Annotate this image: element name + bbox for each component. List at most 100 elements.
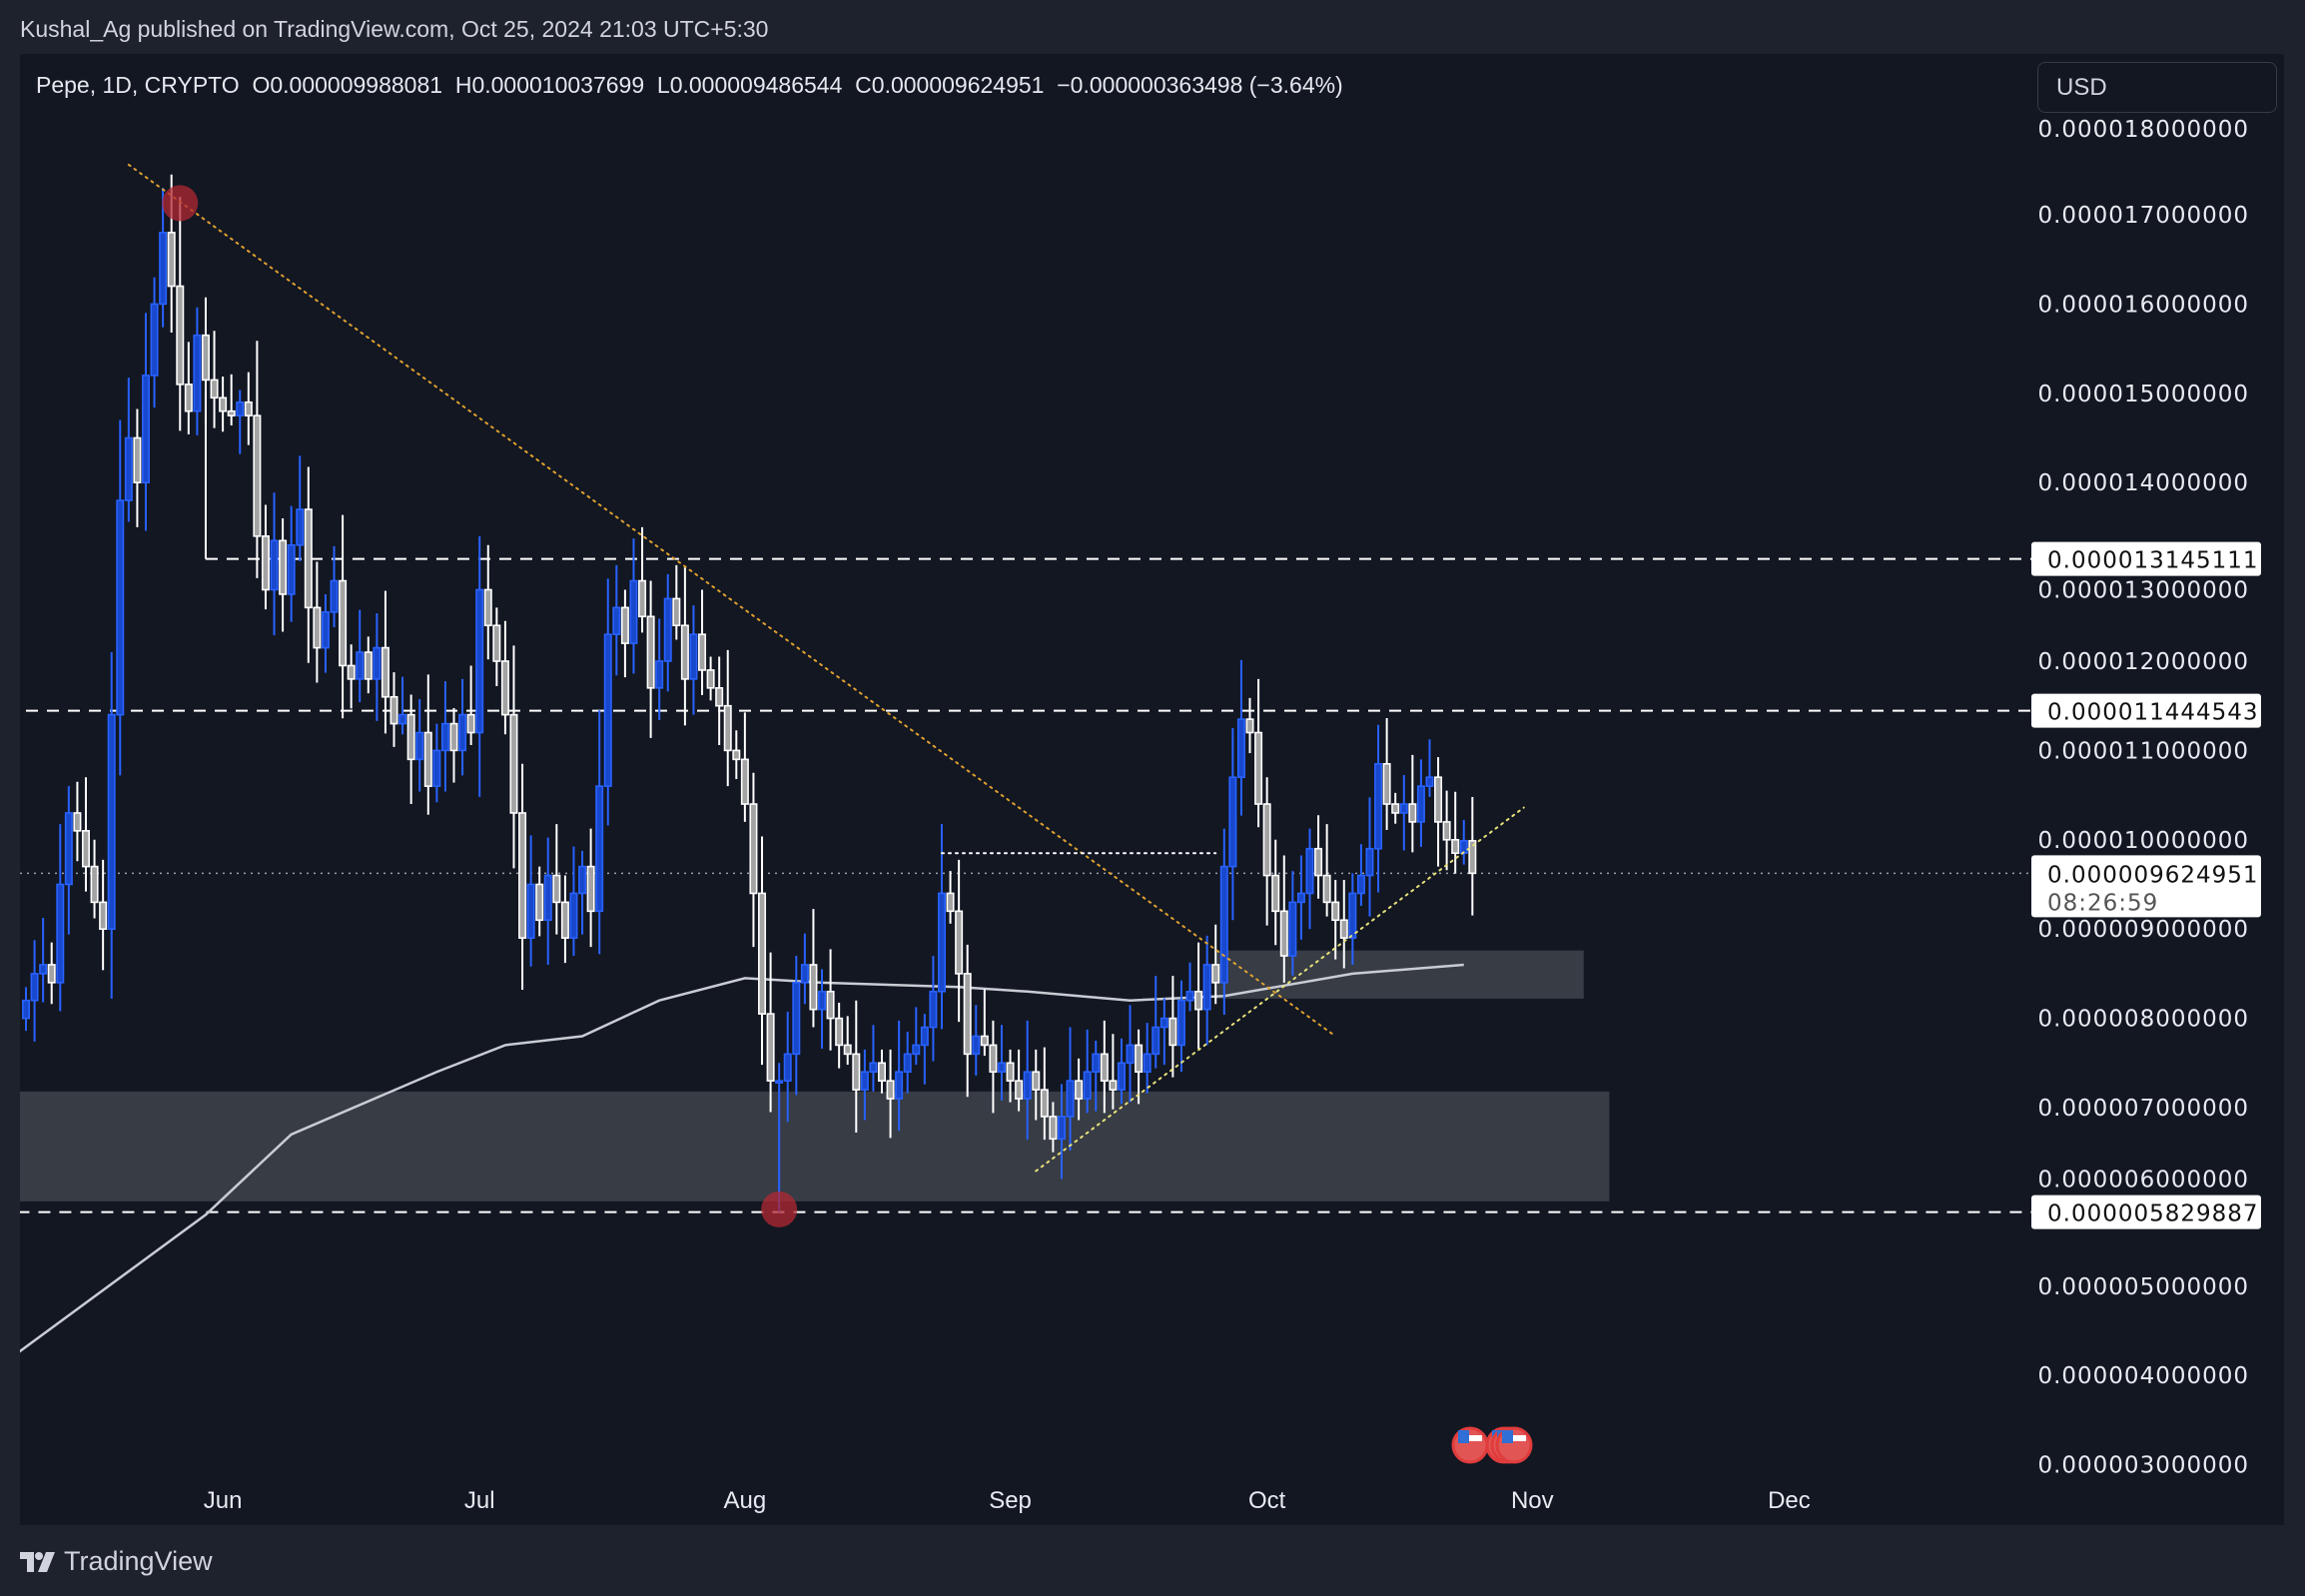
candle[interactable] [749, 772, 758, 948]
candle[interactable] [227, 374, 236, 425]
candle[interactable] [595, 710, 604, 955]
candle[interactable] [236, 390, 245, 454]
candle[interactable] [1211, 924, 1220, 1005]
candle[interactable] [1279, 855, 1288, 983]
candle[interactable] [1305, 828, 1314, 930]
economic-event-flag-icon[interactable] [1495, 1426, 1533, 1464]
candle[interactable] [1057, 1084, 1066, 1180]
candle[interactable] [620, 589, 629, 678]
candle[interactable] [356, 609, 365, 703]
candle[interactable] [415, 698, 424, 792]
candle[interactable] [1159, 998, 1168, 1066]
candle[interactable] [39, 918, 48, 1003]
candle[interactable] [1228, 728, 1237, 921]
candle[interactable] [672, 564, 681, 640]
candle[interactable] [159, 188, 168, 328]
candle[interactable] [1194, 942, 1203, 1049]
candle[interactable] [1202, 935, 1211, 1046]
candle[interactable] [912, 1007, 921, 1066]
candle[interactable] [1442, 790, 1451, 871]
candle[interactable] [852, 1000, 861, 1134]
candle[interactable] [1032, 1049, 1041, 1121]
candle[interactable] [483, 544, 492, 660]
candle[interactable] [150, 277, 159, 408]
candle[interactable] [843, 1016, 852, 1066]
candle[interactable] [1049, 1102, 1058, 1153]
candle[interactable] [1296, 855, 1305, 940]
candle[interactable] [980, 989, 989, 1057]
candle[interactable] [458, 678, 467, 776]
candle[interactable] [560, 875, 569, 964]
candle[interactable] [304, 466, 313, 663]
candle[interactable] [937, 824, 946, 1030]
candle[interactable] [1245, 697, 1254, 754]
support-zone[interactable] [1215, 950, 1584, 999]
candle[interactable] [715, 656, 724, 746]
candle[interactable] [1254, 678, 1263, 828]
candle[interactable] [389, 672, 398, 747]
candle[interactable] [1468, 796, 1477, 916]
candle[interactable] [1100, 1020, 1109, 1114]
candle[interactable] [792, 956, 801, 1096]
candle[interactable] [946, 871, 955, 924]
candle[interactable] [1168, 976, 1177, 1078]
candle[interactable] [492, 607, 501, 687]
candle[interactable] [330, 545, 339, 628]
candle[interactable] [193, 307, 202, 435]
candle[interactable] [1425, 739, 1434, 797]
candle[interactable] [219, 377, 228, 432]
candle[interactable] [706, 656, 715, 701]
candle[interactable] [766, 952, 775, 1113]
candle[interactable] [886, 1049, 895, 1139]
candle[interactable] [638, 526, 647, 633]
candle[interactable] [90, 839, 99, 919]
candle[interactable] [440, 681, 449, 792]
candle[interactable] [423, 674, 432, 815]
candle[interactable] [972, 1005, 981, 1076]
candle[interactable] [1416, 759, 1425, 847]
candle[interactable] [279, 517, 288, 632]
candle[interactable] [860, 1049, 869, 1121]
candle[interactable] [740, 712, 749, 822]
candle[interactable] [253, 341, 262, 578]
candle[interactable] [1451, 791, 1460, 874]
candle[interactable] [646, 580, 655, 738]
candle[interactable] [184, 342, 193, 434]
candle[interactable] [732, 730, 741, 780]
candle[interactable] [655, 618, 664, 721]
economic-event-flag-icon[interactable] [1451, 1426, 1489, 1464]
candle[interactable] [30, 940, 39, 1042]
candle[interactable] [955, 859, 964, 1023]
candle[interactable] [518, 763, 527, 990]
price-axis[interactable]: 0.000003000000 0.000004000000 0.0000050000… [2037, 117, 2249, 1479]
candle[interactable] [1391, 792, 1400, 824]
candle[interactable] [133, 408, 142, 527]
candle[interactable] [963, 944, 972, 1098]
candle[interactable] [800, 933, 809, 1005]
candle[interactable] [552, 824, 561, 935]
candle[interactable] [1356, 844, 1365, 906]
candle[interactable] [989, 1020, 998, 1114]
candle[interactable] [116, 419, 125, 776]
candle[interactable] [1109, 1034, 1118, 1110]
candle[interactable] [543, 837, 552, 965]
candle[interactable] [339, 514, 348, 719]
highlight-circle[interactable] [162, 185, 199, 222]
candle[interactable] [1339, 880, 1348, 969]
candle[interactable] [818, 969, 827, 1049]
time-axis[interactable]: Jun Jul Aug Sep Oct Nov Dec [204, 1487, 1811, 1514]
candle[interactable] [1015, 1049, 1024, 1112]
candle[interactable] [296, 455, 305, 561]
candle[interactable] [449, 707, 458, 783]
candle[interactable] [869, 1025, 878, 1092]
candle[interactable] [1322, 824, 1331, 917]
candle[interactable] [603, 578, 612, 826]
candle[interactable] [1092, 1040, 1101, 1112]
candle[interactable] [1135, 1029, 1144, 1105]
candle[interactable] [680, 567, 689, 726]
candle[interactable] [1185, 962, 1194, 1012]
candle[interactable] [1083, 1029, 1092, 1114]
candle[interactable] [347, 644, 356, 709]
candle[interactable] [1023, 1020, 1032, 1141]
